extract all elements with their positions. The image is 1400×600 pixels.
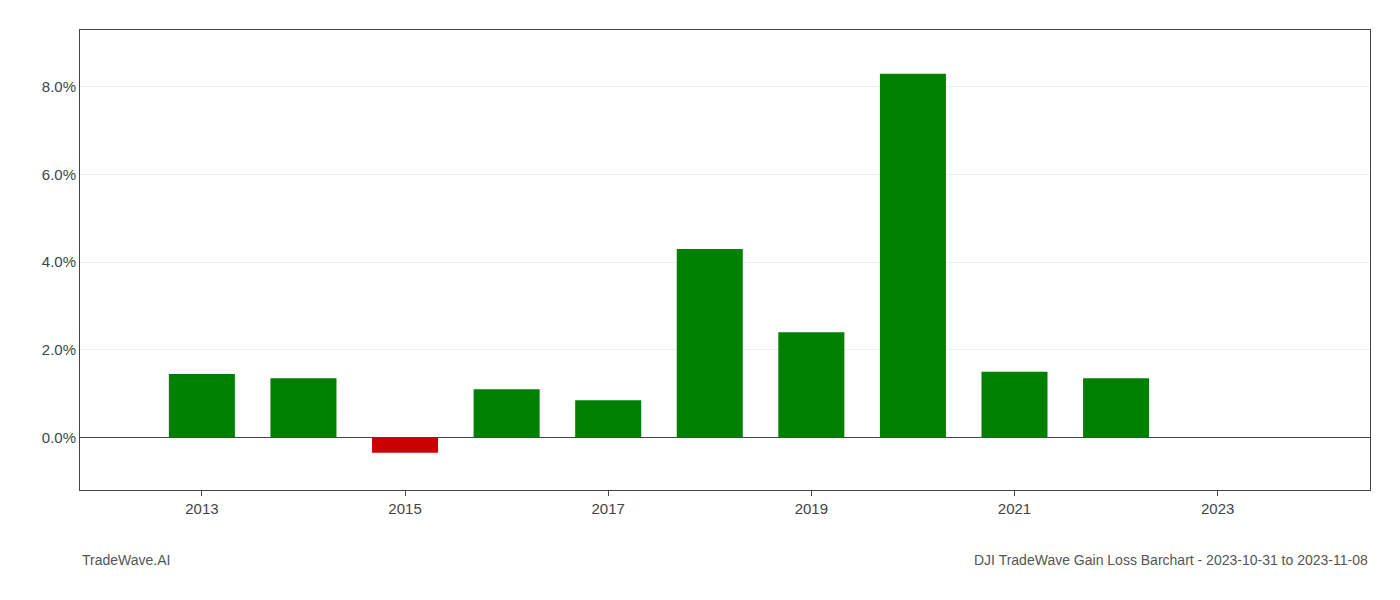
svg-text:2019: 2019	[795, 500, 828, 517]
svg-text:DJI TradeWave Gain Loss Barcha: DJI TradeWave Gain Loss Barchart - 2023-…	[974, 552, 1368, 568]
svg-text:6.0%: 6.0%	[42, 166, 76, 183]
svg-text:8.0%: 8.0%	[42, 78, 76, 95]
svg-text:0.0%: 0.0%	[42, 429, 76, 446]
svg-text:2017: 2017	[592, 500, 625, 517]
svg-text:2.0%: 2.0%	[42, 341, 76, 358]
svg-text:2013: 2013	[185, 500, 218, 517]
svg-text:2023: 2023	[1201, 500, 1234, 517]
svg-text:2015: 2015	[388, 500, 421, 517]
svg-text:2021: 2021	[998, 500, 1031, 517]
svg-text:4.0%: 4.0%	[42, 253, 76, 270]
svg-text:TradeWave.AI: TradeWave.AI	[82, 552, 170, 568]
